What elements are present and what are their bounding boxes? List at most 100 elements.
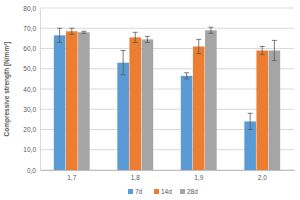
y-tick: 50,0 bbox=[23, 65, 40, 72]
legend-label: 28d bbox=[187, 188, 198, 195]
error-bar bbox=[145, 36, 150, 42]
x-axis-line bbox=[41, 170, 295, 171]
legend: 7d 14d 28d bbox=[128, 188, 198, 195]
x-tick: 1,8 bbox=[131, 170, 140, 181]
legend-item: 7d bbox=[128, 188, 143, 195]
y-tick: 10,0 bbox=[23, 146, 40, 153]
bar bbox=[142, 39, 154, 170]
bar bbox=[66, 31, 78, 170]
legend-item: 14d bbox=[154, 188, 172, 195]
legend-swatch bbox=[154, 189, 159, 194]
error-cap bbox=[272, 60, 277, 61]
error-bar bbox=[184, 73, 189, 79]
bar bbox=[269, 51, 281, 170]
error-cap bbox=[184, 78, 189, 79]
error-line bbox=[262, 46, 263, 54]
y-tick-label: 70,0 bbox=[23, 25, 36, 32]
legend-label: 14d bbox=[161, 188, 172, 195]
series bbox=[78, 27, 280, 170]
error-line bbox=[274, 40, 275, 60]
bar bbox=[193, 46, 205, 170]
x-tick-label: 1,8 bbox=[131, 174, 140, 181]
error-cap bbox=[57, 42, 62, 43]
error-cap bbox=[133, 42, 138, 43]
error-cap bbox=[57, 28, 62, 29]
y-tick-label: 0,0 bbox=[27, 167, 36, 174]
x-tick-label: 1,9 bbox=[194, 174, 203, 181]
error-cap bbox=[260, 46, 265, 47]
x-tick: 2,0 bbox=[258, 170, 267, 181]
x-tick: 1,7 bbox=[67, 170, 76, 181]
error-cap bbox=[272, 40, 277, 41]
y-tick-label: 20,0 bbox=[23, 126, 36, 133]
x-tick-label: 2,0 bbox=[258, 174, 267, 181]
bar bbox=[78, 32, 90, 170]
error-bar bbox=[208, 27, 213, 33]
bar bbox=[129, 37, 141, 170]
y-tick: 0,0 bbox=[27, 167, 40, 174]
error-cap bbox=[196, 39, 201, 40]
error-bar bbox=[133, 32, 138, 42]
bar bbox=[256, 51, 268, 170]
error-cap bbox=[133, 32, 138, 33]
error-line bbox=[147, 36, 148, 42]
y-tick-label: 40,0 bbox=[23, 86, 36, 93]
grid-line bbox=[40, 28, 294, 29]
error-cap bbox=[145, 36, 150, 37]
error-line bbox=[59, 28, 60, 42]
error-cap bbox=[69, 28, 74, 29]
grid bbox=[40, 8, 294, 170]
series bbox=[66, 28, 268, 170]
error-line bbox=[210, 27, 211, 33]
x-axis: 1,7 1,8 1,9 2,0 bbox=[41, 170, 295, 181]
legend-swatch bbox=[128, 189, 133, 194]
bar bbox=[181, 76, 193, 170]
series bbox=[54, 28, 256, 170]
y-tick-label: 30,0 bbox=[23, 106, 36, 113]
y-tick-label: 80,0 bbox=[23, 5, 36, 12]
error-cap bbox=[121, 74, 126, 75]
error-bar bbox=[248, 113, 253, 129]
y-axis-line bbox=[40, 9, 41, 171]
bar bbox=[205, 30, 217, 170]
y-tick-label: 10,0 bbox=[23, 146, 36, 153]
x-tick: 1,9 bbox=[194, 170, 203, 181]
y-tick: 80,0 bbox=[23, 5, 40, 12]
bar bbox=[54, 35, 66, 170]
y-tick-label: 50,0 bbox=[23, 65, 36, 72]
error-line bbox=[71, 28, 72, 34]
error-bar bbox=[69, 28, 74, 34]
error-cap bbox=[260, 54, 265, 55]
marks bbox=[54, 27, 280, 170]
error-cap bbox=[69, 34, 74, 35]
error-line bbox=[198, 39, 199, 53]
error-bar bbox=[81, 31, 86, 33]
legend-item: 28d bbox=[180, 188, 198, 195]
bar bbox=[117, 63, 129, 170]
error-cap bbox=[208, 27, 213, 28]
error-cap bbox=[81, 33, 86, 34]
legend-label: 7d bbox=[135, 188, 143, 195]
error-line bbox=[123, 51, 124, 75]
legend-swatch bbox=[180, 189, 185, 194]
y-tick: 40,0 bbox=[23, 86, 40, 93]
error-line bbox=[186, 73, 187, 79]
error-cap bbox=[121, 50, 126, 51]
y-axis-title: Compressive strength [N/mm²] bbox=[3, 42, 11, 137]
error-cap bbox=[208, 33, 213, 34]
error-bar bbox=[57, 28, 62, 42]
error-cap bbox=[184, 72, 189, 73]
error-line bbox=[250, 113, 251, 129]
error-cap bbox=[145, 42, 150, 43]
error-bar bbox=[121, 51, 126, 75]
error-cap bbox=[81, 31, 86, 32]
y-tick-label: 60,0 bbox=[23, 45, 36, 52]
y-tick: 70,0 bbox=[23, 25, 40, 32]
error-cap bbox=[248, 129, 253, 130]
error-bar bbox=[272, 40, 277, 60]
grid-line bbox=[40, 8, 294, 9]
error-cap bbox=[196, 53, 201, 54]
plot: 0,010,020,030,040,050,060,070,080,01,71,… bbox=[23, 5, 294, 181]
y-tick: 20,0 bbox=[23, 126, 40, 133]
y-axis: 0,0 10,0 20,0 30,0 40,0 50,0 60,0 70,0 80,0 bbox=[23, 5, 40, 174]
